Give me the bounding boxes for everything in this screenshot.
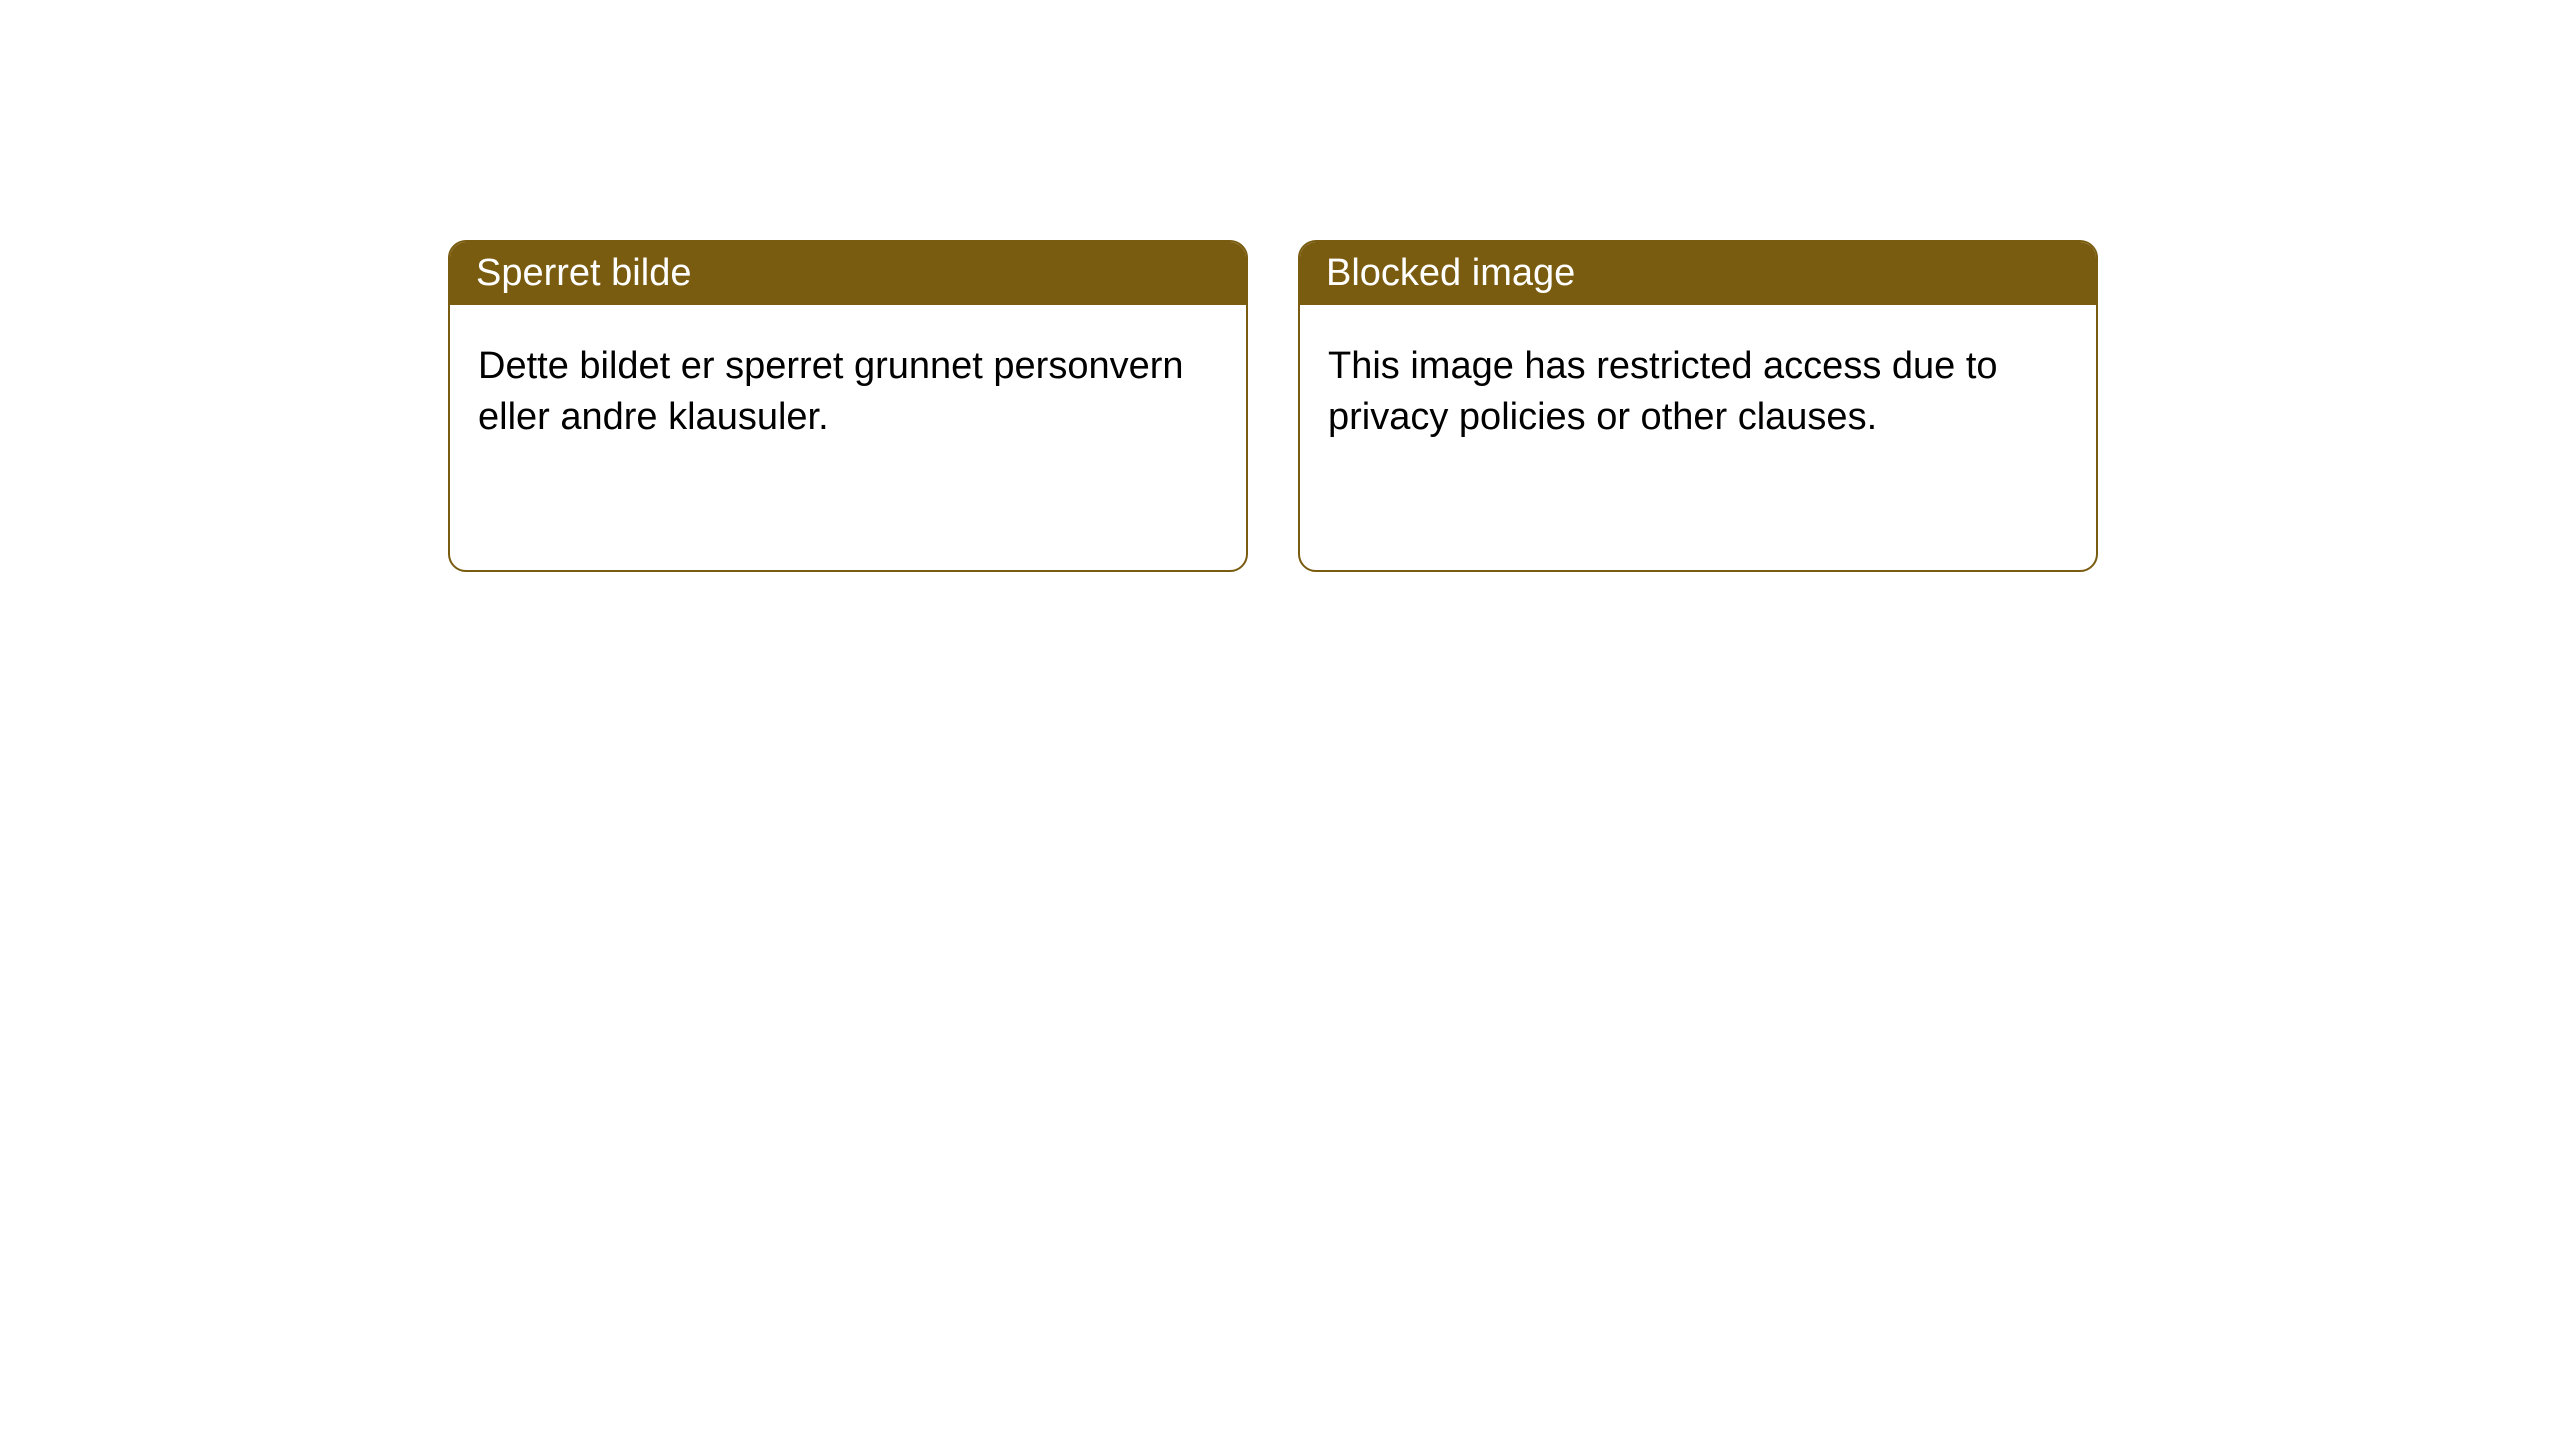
card-body-text: This image has restricted access due to … <box>1328 345 1998 438</box>
card-body: This image has restricted access due to … <box>1300 305 2096 480</box>
card-header: Sperret bilde <box>450 242 1246 305</box>
card-body: Dette bildet er sperret grunnet personve… <box>450 305 1246 480</box>
card-title: Sperret bilde <box>476 252 691 294</box>
notice-cards-container: Sperret bilde Dette bildet er sperret gr… <box>0 0 2560 572</box>
notice-card-norwegian: Sperret bilde Dette bildet er sperret gr… <box>448 240 1248 572</box>
notice-card-english: Blocked image This image has restricted … <box>1298 240 2098 572</box>
card-body-text: Dette bildet er sperret grunnet personve… <box>478 345 1184 438</box>
card-title: Blocked image <box>1326 252 1575 294</box>
card-header: Blocked image <box>1300 242 2096 305</box>
